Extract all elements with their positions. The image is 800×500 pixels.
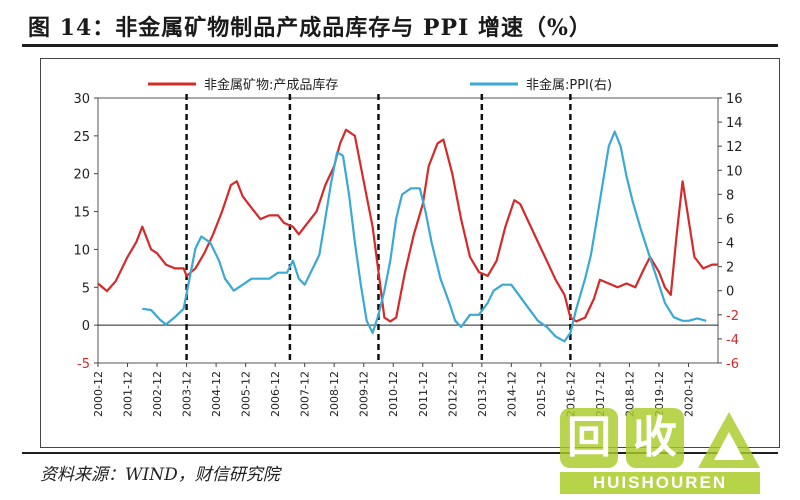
watermark-bar	[560, 472, 760, 494]
x-tick-label: 2016-12	[564, 371, 577, 417]
x-tick-label: 2003-12	[181, 371, 194, 417]
x-tick-label: 2006-12	[269, 371, 282, 417]
y-left-tick-label: 30	[73, 92, 90, 107]
y-right-tick-label: 0	[726, 285, 734, 300]
series-line-ppi	[142, 130, 707, 343]
x-tick-label: 2011-12	[417, 371, 430, 417]
x-tick-label: 2017-12	[594, 371, 607, 417]
y-left-tick-label: 25	[73, 130, 90, 145]
legend-label: 非金属矿物:产成品库存	[204, 77, 338, 93]
title-rule	[22, 44, 778, 47]
y-right-tick-label: 8	[726, 188, 734, 203]
x-tick-label: 2007-12	[299, 371, 312, 417]
y-right-tick-label: 4	[726, 237, 734, 252]
x-tick-label: 2015-12	[535, 371, 548, 417]
watermark-logo: 回 收 HUISHOUREN	[546, 408, 776, 498]
watermark-box-1	[560, 408, 618, 468]
y-left-tick-label: 5	[82, 281, 90, 296]
x-tick-label: 2020-12	[682, 371, 695, 417]
y-right-tick-label: 12	[726, 140, 743, 155]
x-tick-label: 2009-12	[358, 371, 371, 417]
y-right-tick-label: 6	[726, 212, 734, 227]
y-right-tick-label: 14	[726, 116, 743, 131]
legend-label: 非金属:PPI(右)	[526, 77, 612, 93]
plot-area	[97, 97, 719, 364]
y-right-tick-label: -4	[726, 333, 739, 348]
y-left-tick-label: 15	[73, 206, 90, 221]
watermark-arrow-icon	[698, 412, 760, 468]
y-left-tick-label: 0	[82, 319, 90, 334]
x-tick-label: 2010-12	[387, 371, 400, 417]
y-right-tick-label: -2	[726, 309, 739, 324]
watermark-char-1: 回	[567, 412, 611, 463]
x-tick-label: 2001-12	[122, 371, 135, 417]
y-right-tick-label: 2	[726, 261, 734, 276]
x-tick-label: 2012-12	[446, 371, 459, 417]
series-line-inventory	[97, 128, 718, 323]
source-note: 资料来源：WIND，财信研究院	[40, 465, 280, 485]
x-tick-label: 2004-12	[210, 371, 223, 417]
y-right-tick-label: 10	[726, 164, 743, 179]
x-tick-label: 2000-12	[92, 371, 105, 417]
x-tick-label: 2005-12	[240, 371, 253, 417]
y-left-tick-label: 20	[73, 168, 90, 183]
chart-title: 图 14：非金属矿物制品产成品库存与 PPI 增速（%）	[28, 15, 592, 41]
y-right-tick-label: 16	[726, 92, 743, 107]
y-left-tick-label: 10	[73, 243, 90, 258]
watermark-char-2: 收	[633, 412, 677, 463]
x-tick-label: 2019-12	[653, 371, 666, 417]
watermark-box-2	[626, 408, 684, 468]
y-left-tick-label: -5	[77, 357, 90, 372]
chart-frame	[40, 58, 780, 448]
x-tick-label: 2014-12	[505, 371, 518, 417]
x-tick-label: 2018-12	[623, 371, 636, 417]
source-rule	[22, 452, 778, 454]
watermark-text: HUISHOUREN	[592, 473, 728, 492]
x-tick-label: 2013-12	[476, 371, 489, 417]
y-right-tick-label: -6	[726, 357, 739, 372]
x-tick-label: 2008-12	[328, 371, 341, 417]
x-tick-label: 2002-12	[151, 371, 164, 417]
